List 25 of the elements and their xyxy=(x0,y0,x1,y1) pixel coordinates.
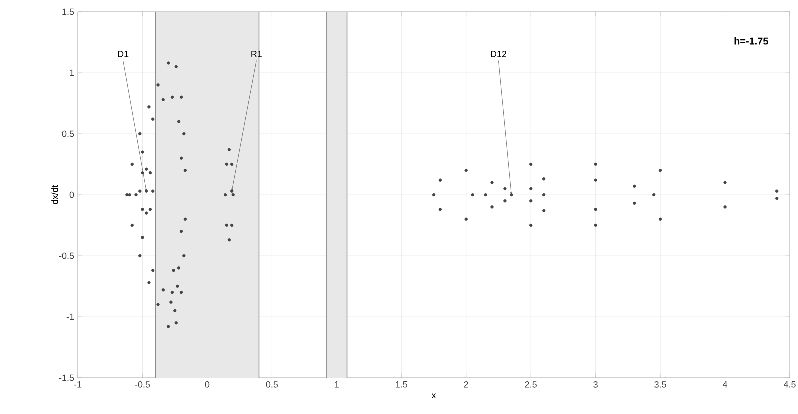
annotation: h=-1.75 xyxy=(734,37,768,45)
x-tick-label: 3.5 xyxy=(654,382,666,388)
x-tick-label: 2.5 xyxy=(525,382,537,388)
x-axis-title: x xyxy=(432,394,436,398)
x-tick-label: 4 xyxy=(722,382,728,388)
y-tick-label: -1 xyxy=(66,314,74,320)
x-tick-label: 0.5 xyxy=(266,382,278,388)
x-tick-label: 1.5 xyxy=(396,382,408,388)
y-tick-label: 0 xyxy=(70,192,74,198)
annotation: R1 xyxy=(252,51,262,58)
x-tick-label: 1 xyxy=(335,382,339,388)
y-tick-label: -1.5 xyxy=(59,374,74,382)
x-tick-label: 0 xyxy=(205,382,210,388)
x-tick-label: 3 xyxy=(594,382,598,388)
y-axis-title: dx/dt xyxy=(52,185,58,204)
y-tick-label: 1 xyxy=(70,70,74,76)
x-tick-label: -0.5 xyxy=(135,382,150,388)
annotation: D1 xyxy=(118,51,129,58)
annotation: D12 xyxy=(491,51,506,58)
y-tick-label: 1.5 xyxy=(62,8,74,16)
y-tick-label: -0.5 xyxy=(59,252,74,260)
x-tick-label: -1 xyxy=(74,382,82,388)
y-tick-label: 0.5 xyxy=(62,130,74,138)
x-tick-label: 4.5 xyxy=(784,382,796,388)
x-tick-label: 2 xyxy=(464,382,468,388)
